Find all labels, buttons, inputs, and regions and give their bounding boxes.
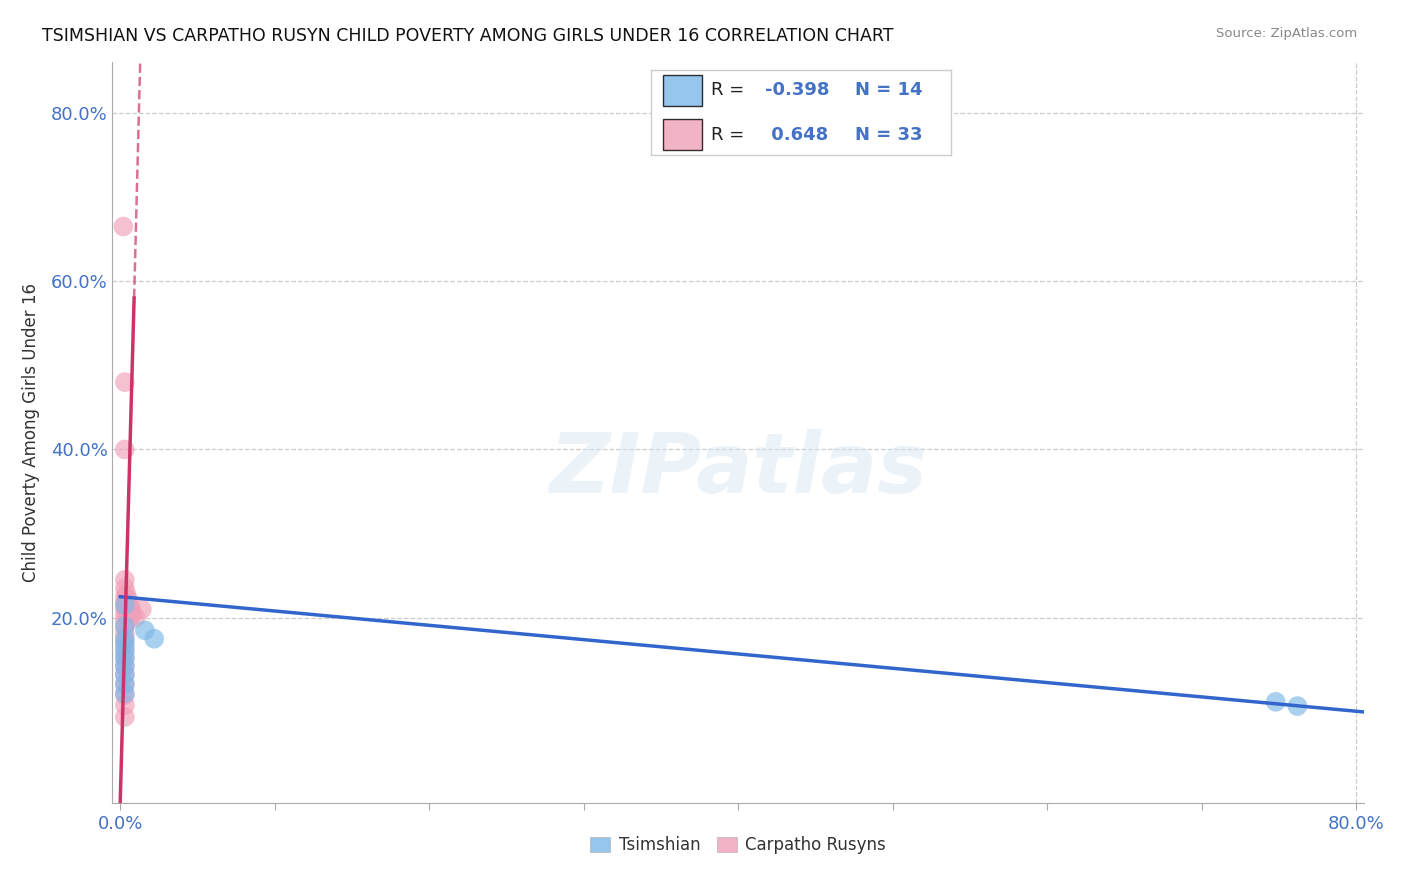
Point xyxy=(124,610,146,624)
Point xyxy=(114,667,136,681)
Point xyxy=(114,602,136,616)
Point xyxy=(118,598,141,612)
Point xyxy=(117,612,139,626)
Point xyxy=(115,587,138,601)
Point xyxy=(114,651,136,665)
Point xyxy=(115,596,138,610)
Point xyxy=(114,619,136,633)
Point xyxy=(114,621,136,635)
Point xyxy=(121,607,143,621)
Point xyxy=(114,442,136,457)
Point xyxy=(134,624,156,638)
Point xyxy=(114,698,136,713)
Point xyxy=(114,651,136,665)
Text: Source: ZipAtlas.com: Source: ZipAtlas.com xyxy=(1216,27,1357,40)
Point xyxy=(114,581,136,595)
Point xyxy=(114,596,136,610)
Point xyxy=(114,608,136,623)
Text: ZIPatlas: ZIPatlas xyxy=(550,429,927,510)
Point xyxy=(1286,699,1309,714)
Point xyxy=(118,610,141,624)
Point xyxy=(114,676,136,690)
Point xyxy=(114,627,136,641)
Point xyxy=(114,590,136,604)
Point xyxy=(114,375,136,389)
Point xyxy=(114,614,136,628)
Point xyxy=(114,678,136,692)
Point xyxy=(114,688,136,702)
Point xyxy=(114,642,136,657)
Point xyxy=(131,602,153,616)
Point xyxy=(114,638,136,652)
Point xyxy=(114,634,136,648)
Point xyxy=(114,598,136,612)
Point xyxy=(112,219,135,234)
Point xyxy=(114,710,136,724)
Point xyxy=(117,592,139,607)
Legend: Tsimshian, Carpatho Rusyns: Tsimshian, Carpatho Rusyns xyxy=(583,830,893,861)
Point xyxy=(114,658,136,673)
Point xyxy=(114,644,136,658)
Point xyxy=(115,604,138,618)
Point xyxy=(114,659,136,673)
Point xyxy=(114,686,136,700)
Point xyxy=(1264,695,1286,709)
Point xyxy=(143,632,166,646)
Text: TSIMSHIAN VS CARPATHO RUSYN CHILD POVERTY AMONG GIRLS UNDER 16 CORRELATION CHART: TSIMSHIAN VS CARPATHO RUSYN CHILD POVERT… xyxy=(42,27,894,45)
Y-axis label: Child Poverty Among Girls Under 16: Child Poverty Among Girls Under 16 xyxy=(21,283,39,582)
Point xyxy=(114,573,136,587)
Point xyxy=(117,602,139,616)
Point xyxy=(114,632,136,646)
Point xyxy=(120,602,142,616)
Point xyxy=(114,668,136,682)
